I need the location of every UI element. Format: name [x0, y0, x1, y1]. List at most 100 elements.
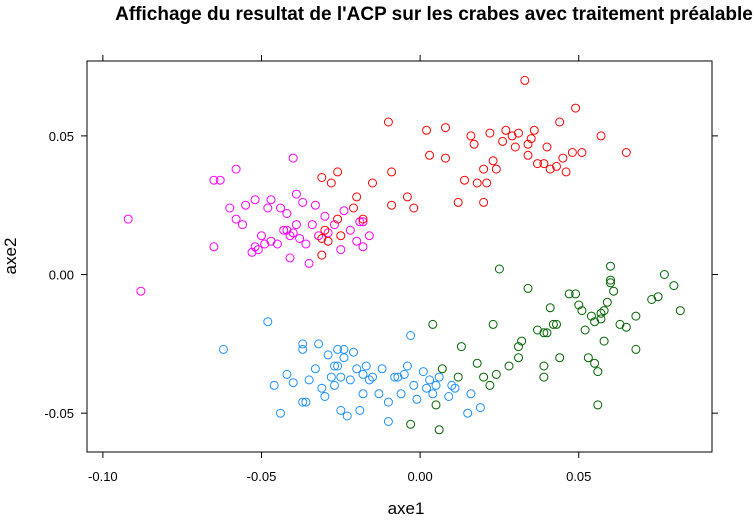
scatter-point [253, 245, 263, 255]
scatter-point [279, 225, 289, 235]
scatter-point [336, 231, 346, 241]
scatter-point [653, 292, 663, 302]
scatter-point [529, 125, 539, 135]
scatter-point [323, 350, 333, 360]
scatter-point [466, 131, 476, 141]
scatter-point [383, 417, 393, 426]
scatter-point [491, 164, 501, 174]
scatter-point [510, 142, 520, 152]
scatter-point [333, 361, 343, 371]
y-axis-label: axe2 [1, 238, 20, 275]
scatter-point [364, 231, 374, 241]
scatter-point [282, 369, 292, 379]
scatter-point [577, 148, 587, 157]
scatter-point [333, 344, 343, 354]
scatter-point [218, 344, 228, 354]
scatter-point [250, 242, 260, 252]
scatter-point [390, 372, 400, 382]
scatter-point [406, 331, 416, 340]
scatter-point [539, 159, 549, 169]
scatter-point [326, 178, 336, 188]
scatter-point [453, 197, 463, 207]
scatter-point [542, 328, 552, 338]
scatter-point [402, 361, 412, 371]
scatter-point [301, 239, 311, 249]
scatter-point [425, 375, 435, 385]
scatter-point [358, 242, 368, 252]
scatter-point [548, 319, 558, 329]
scatter-point [269, 380, 279, 390]
scatter-point [621, 148, 631, 157]
scatter-point [479, 372, 489, 382]
scatter-point [314, 339, 324, 349]
scatter-point [526, 134, 536, 144]
x-tick-label: 0.00 [407, 469, 432, 484]
scatter-point [422, 383, 431, 393]
scatter-point [472, 358, 482, 368]
scatter-point [282, 209, 292, 218]
scatter-point [552, 161, 561, 171]
scatter-point [501, 125, 511, 135]
scatter-point [285, 231, 295, 241]
scatter-point [339, 206, 349, 216]
scatter-point [596, 308, 606, 318]
scatter-point [349, 203, 358, 213]
scatter-point [596, 314, 606, 324]
scatter-point [336, 245, 346, 255]
scatter-point [609, 286, 619, 296]
scatter-point [263, 317, 273, 327]
scatter-point [298, 397, 308, 407]
scatter-point [479, 197, 489, 207]
scatter-point [517, 336, 527, 346]
scatter-point [409, 203, 419, 213]
scatter-point [475, 403, 485, 413]
scatter-point [288, 228, 298, 238]
scatter-point [428, 319, 438, 329]
scatter-point [377, 364, 387, 374]
scatter-point [352, 236, 362, 246]
scatter-point [336, 372, 346, 382]
plot-frame [86, 60, 713, 453]
scatter-point [355, 217, 365, 227]
x-tick-label: -0.05 [247, 469, 277, 484]
scatter-point [469, 139, 479, 149]
scatter-point [631, 344, 641, 354]
scatter-point [456, 342, 466, 352]
scatter-point [599, 306, 609, 316]
scatter-point [533, 325, 542, 335]
scatter-point [358, 369, 368, 379]
scatter-point [571, 289, 581, 299]
scatter-point [231, 214, 241, 224]
scatter-point [631, 311, 641, 321]
scatter-point [412, 394, 422, 404]
scatter-point [463, 408, 473, 418]
scatter-point [358, 217, 368, 227]
scatter-point [577, 306, 587, 316]
scatter-point [590, 317, 600, 327]
x-axis: -0.10 -0.05 0.00 0.05 [88, 55, 591, 484]
scatter-point [602, 297, 612, 307]
scatter-point [396, 389, 406, 399]
scatter-point [123, 214, 133, 224]
scatter-point [514, 128, 523, 138]
scatter-point [349, 347, 358, 357]
scatter-point [358, 214, 368, 224]
scatter-point [593, 400, 603, 410]
scatter-point [257, 231, 266, 241]
scatter-point [317, 234, 327, 243]
scatter-point [539, 372, 549, 382]
scatter-point [342, 411, 352, 421]
scatter-point [336, 405, 346, 415]
scatter-point [298, 339, 308, 349]
scatter-point [272, 239, 282, 249]
scatter-point [326, 372, 336, 382]
scatter-point [361, 361, 371, 371]
chart-title: Affichage du resultat de l'ACP sur les c… [115, 4, 753, 25]
scatter-point [434, 372, 444, 382]
scatter-point [669, 281, 679, 291]
scatter-point [330, 361, 339, 371]
scatter-point [571, 103, 581, 113]
scatter-point [580, 325, 590, 335]
scatter-point [355, 405, 365, 415]
